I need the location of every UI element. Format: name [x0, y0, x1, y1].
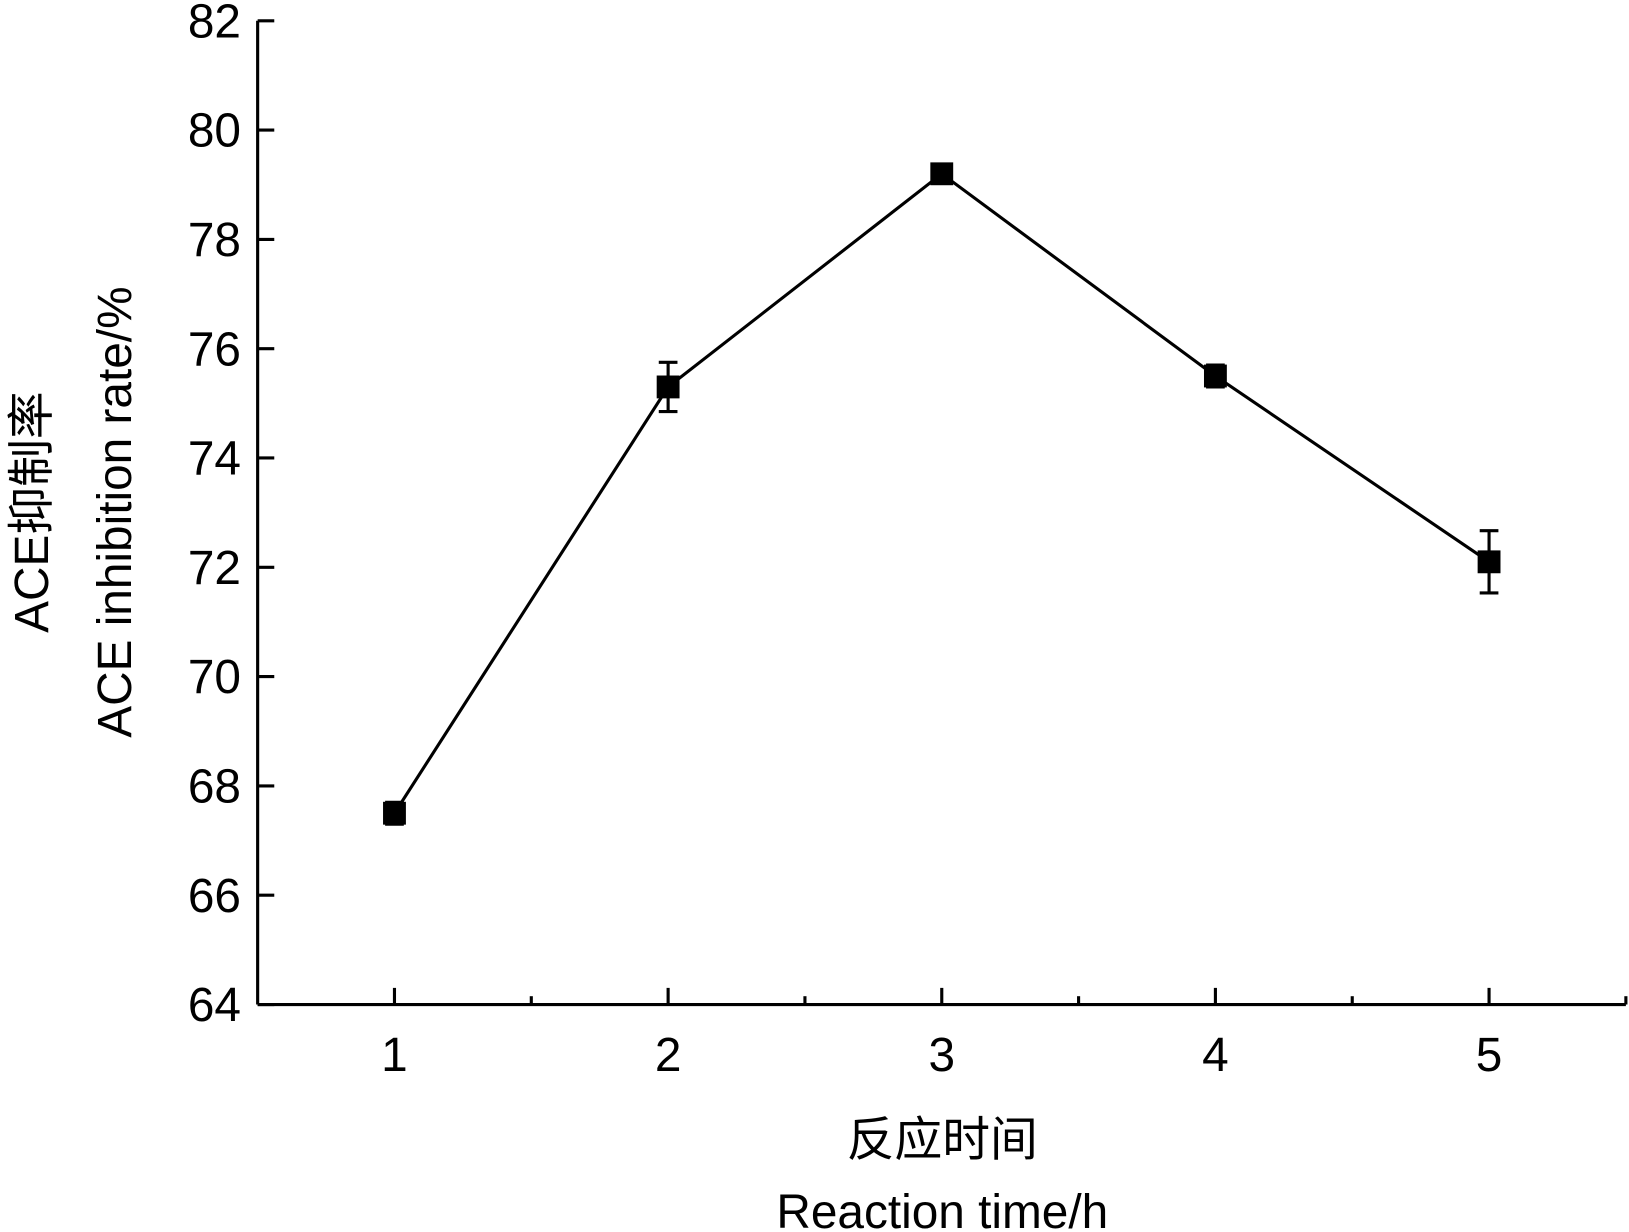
axes: 64 66 68 70 72 74 76 78 80 82 1 2 3 4 5 [188, 0, 1628, 1082]
y-tick-label: 66 [188, 870, 241, 923]
y-tick-label: 78 [188, 214, 241, 267]
y-tick-label: 68 [188, 761, 241, 814]
y-axis-label-cn: ACE抑制率 [6, 391, 59, 633]
x-tick-label: 4 [1202, 1029, 1229, 1082]
y-axis-label: ACE inhibition rate/% [89, 286, 142, 737]
y-tick-label: 74 [188, 433, 241, 486]
y-tick-label: 64 [188, 979, 241, 1032]
x-tick-label: 5 [1476, 1029, 1503, 1082]
x-tick-label: 1 [381, 1029, 408, 1082]
y-tick-label: 76 [188, 323, 241, 376]
data-point [1477, 550, 1501, 574]
y-tick-label: 70 [188, 651, 241, 704]
x-tick-label: 3 [928, 1029, 955, 1082]
x-axis-label: Reaction time/h [776, 1186, 1108, 1232]
data-point [1203, 364, 1227, 388]
series-marks [383, 162, 1501, 826]
y-tick-label: 80 [188, 105, 241, 158]
y-tick-label: 72 [188, 542, 241, 595]
series-line [393, 171, 1490, 815]
data-point [930, 162, 954, 186]
data-point [383, 801, 406, 825]
y-tick-label: 82 [188, 0, 241, 48]
x-tick-label: 2 [655, 1029, 682, 1082]
data-point [656, 375, 680, 399]
x-axis-label-cn: 反应时间 [847, 1114, 1038, 1167]
